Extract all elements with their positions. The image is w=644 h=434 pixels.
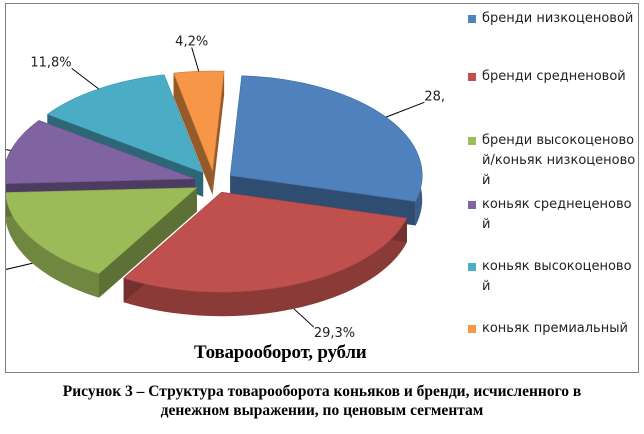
data-label: 11,8%: [30, 55, 71, 70]
leader-line: [6, 149, 11, 151]
pie-slice-wall: [173, 73, 213, 196]
pie-slice: [6, 187, 198, 275]
legend-label: коньяк премиальный: [482, 321, 628, 336]
caption-line-1: Рисунок 3 – Структура товарооборота конь…: [62, 383, 582, 400]
leader-line: [191, 47, 200, 72]
caption-line-2: денежном выражении, по ценовым сегментам: [160, 402, 484, 419]
legend-swatch: [468, 137, 476, 145]
pie-slice-wall: [212, 71, 225, 196]
figure-caption: Рисунок 3 – Структура товарооборота конь…: [0, 382, 644, 420]
legend-swatch: [468, 201, 476, 209]
leader-line: [71, 68, 99, 90]
legend-swatch: [468, 15, 476, 23]
legend-label: коньяк высокоценовой: [482, 259, 632, 294]
pie-slice: [46, 74, 204, 174]
data-label: 4,2%: [175, 34, 208, 49]
chart-area: 28,2%29,3%15,7%10,7%11,8%4,2% бренди низ…: [5, 3, 639, 373]
pie-slice-side: [6, 198, 99, 298]
leader-line: [385, 101, 425, 118]
data-label: 28,2%: [424, 89, 446, 104]
legend-swatch: [468, 263, 476, 271]
legend-label: бренди средненовой: [482, 69, 626, 84]
data-label: 29,3%: [314, 326, 355, 341]
leader-line: [6, 262, 33, 270]
pie-slice-wall: [99, 187, 197, 298]
legend-label: бренди высокоценовой/коньяк низкоценовой: [482, 133, 636, 188]
leader-line: [293, 308, 315, 328]
pie-slice: [229, 75, 423, 202]
pie-slice: [123, 191, 408, 293]
pie-slice: [173, 70, 225, 172]
pie-chart: 28,2%29,3%15,7%10,7%11,8%4,2%: [6, 34, 446, 341]
pie-slice-side: [123, 218, 407, 317]
legend-label: бренди низкоценовой: [482, 11, 634, 26]
legend-swatch: [468, 325, 476, 333]
legend-label: коньяк среднеценовой: [482, 197, 632, 232]
legend-swatch: [468, 73, 476, 81]
chart-title: Товарооборот, рубли: [194, 342, 367, 363]
